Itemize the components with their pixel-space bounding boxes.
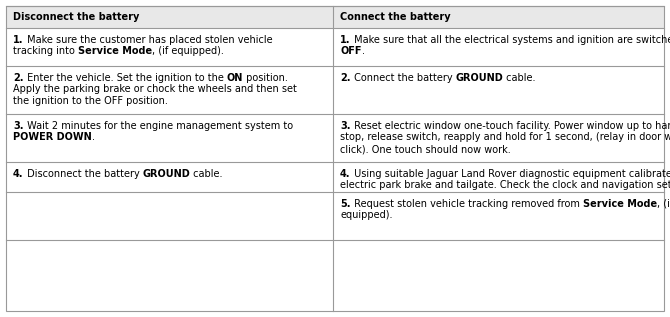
Text: Request stolen vehicle tracking removed from: Request stolen vehicle tracking removed … (350, 199, 582, 209)
Text: 4.: 4. (340, 169, 350, 179)
Text: ON: ON (226, 73, 243, 83)
Text: Make sure that all the electrical systems and ignition are switched: Make sure that all the electrical system… (350, 35, 670, 45)
Text: 2.: 2. (13, 73, 23, 83)
Text: Apply the parking brake or chock the wheels and then set: Apply the parking brake or chock the whe… (13, 85, 297, 94)
Text: Service Mode: Service Mode (582, 199, 657, 209)
Text: POWER DOWN: POWER DOWN (13, 133, 92, 143)
Text: stop, release switch, reapply and hold for 1 second, (relay in door will: stop, release switch, reapply and hold f… (340, 133, 670, 143)
Text: , (if equipped).: , (if equipped). (152, 47, 224, 56)
Text: 2.: 2. (340, 73, 350, 83)
Text: cable.: cable. (503, 73, 535, 83)
Text: 3.: 3. (340, 121, 350, 131)
Text: 5.: 5. (340, 199, 350, 209)
Text: Service Mode: Service Mode (78, 47, 152, 56)
Text: position.: position. (243, 73, 287, 83)
Text: Disconnect the battery: Disconnect the battery (23, 169, 142, 179)
Text: Connect the battery: Connect the battery (350, 73, 456, 83)
Text: Make sure the customer has placed stolen vehicle: Make sure the customer has placed stolen… (23, 35, 272, 45)
Text: Connect the battery: Connect the battery (340, 12, 451, 22)
Text: 4.: 4. (13, 169, 23, 179)
Text: tracking into: tracking into (13, 47, 78, 56)
Text: Wait 2 minutes for the engine management system to: Wait 2 minutes for the engine management… (23, 121, 293, 131)
Text: 3.: 3. (13, 121, 23, 131)
Bar (6, 6, 664, 28)
Text: electric park brake and tailgate. Check the clock and navigation settings.: electric park brake and tailgate. Check … (340, 180, 670, 191)
Text: OFF: OFF (340, 47, 362, 56)
Text: , (if: , (if (657, 199, 670, 209)
Text: 1.: 1. (13, 35, 23, 45)
Text: cable.: cable. (190, 169, 222, 179)
Text: equipped).: equipped). (340, 210, 393, 221)
Text: Enter the vehicle. Set the ignition to the: Enter the vehicle. Set the ignition to t… (23, 73, 226, 83)
Text: Disconnect the battery: Disconnect the battery (13, 12, 139, 22)
Text: .: . (362, 47, 364, 56)
Text: 1.: 1. (340, 35, 350, 45)
Text: Reset electric window one-touch facility. Power window up to hard: Reset electric window one-touch facility… (350, 121, 670, 131)
Text: click). One touch should now work.: click). One touch should now work. (340, 144, 511, 154)
Text: .: . (92, 133, 94, 143)
Text: GROUND: GROUND (456, 73, 503, 83)
Text: the ignition to the OFF position.: the ignition to the OFF position. (13, 96, 168, 106)
Text: Using suitable Jaguar Land Rover diagnostic equipment calibrate the: Using suitable Jaguar Land Rover diagnos… (350, 169, 670, 179)
Text: GROUND: GROUND (142, 169, 190, 179)
